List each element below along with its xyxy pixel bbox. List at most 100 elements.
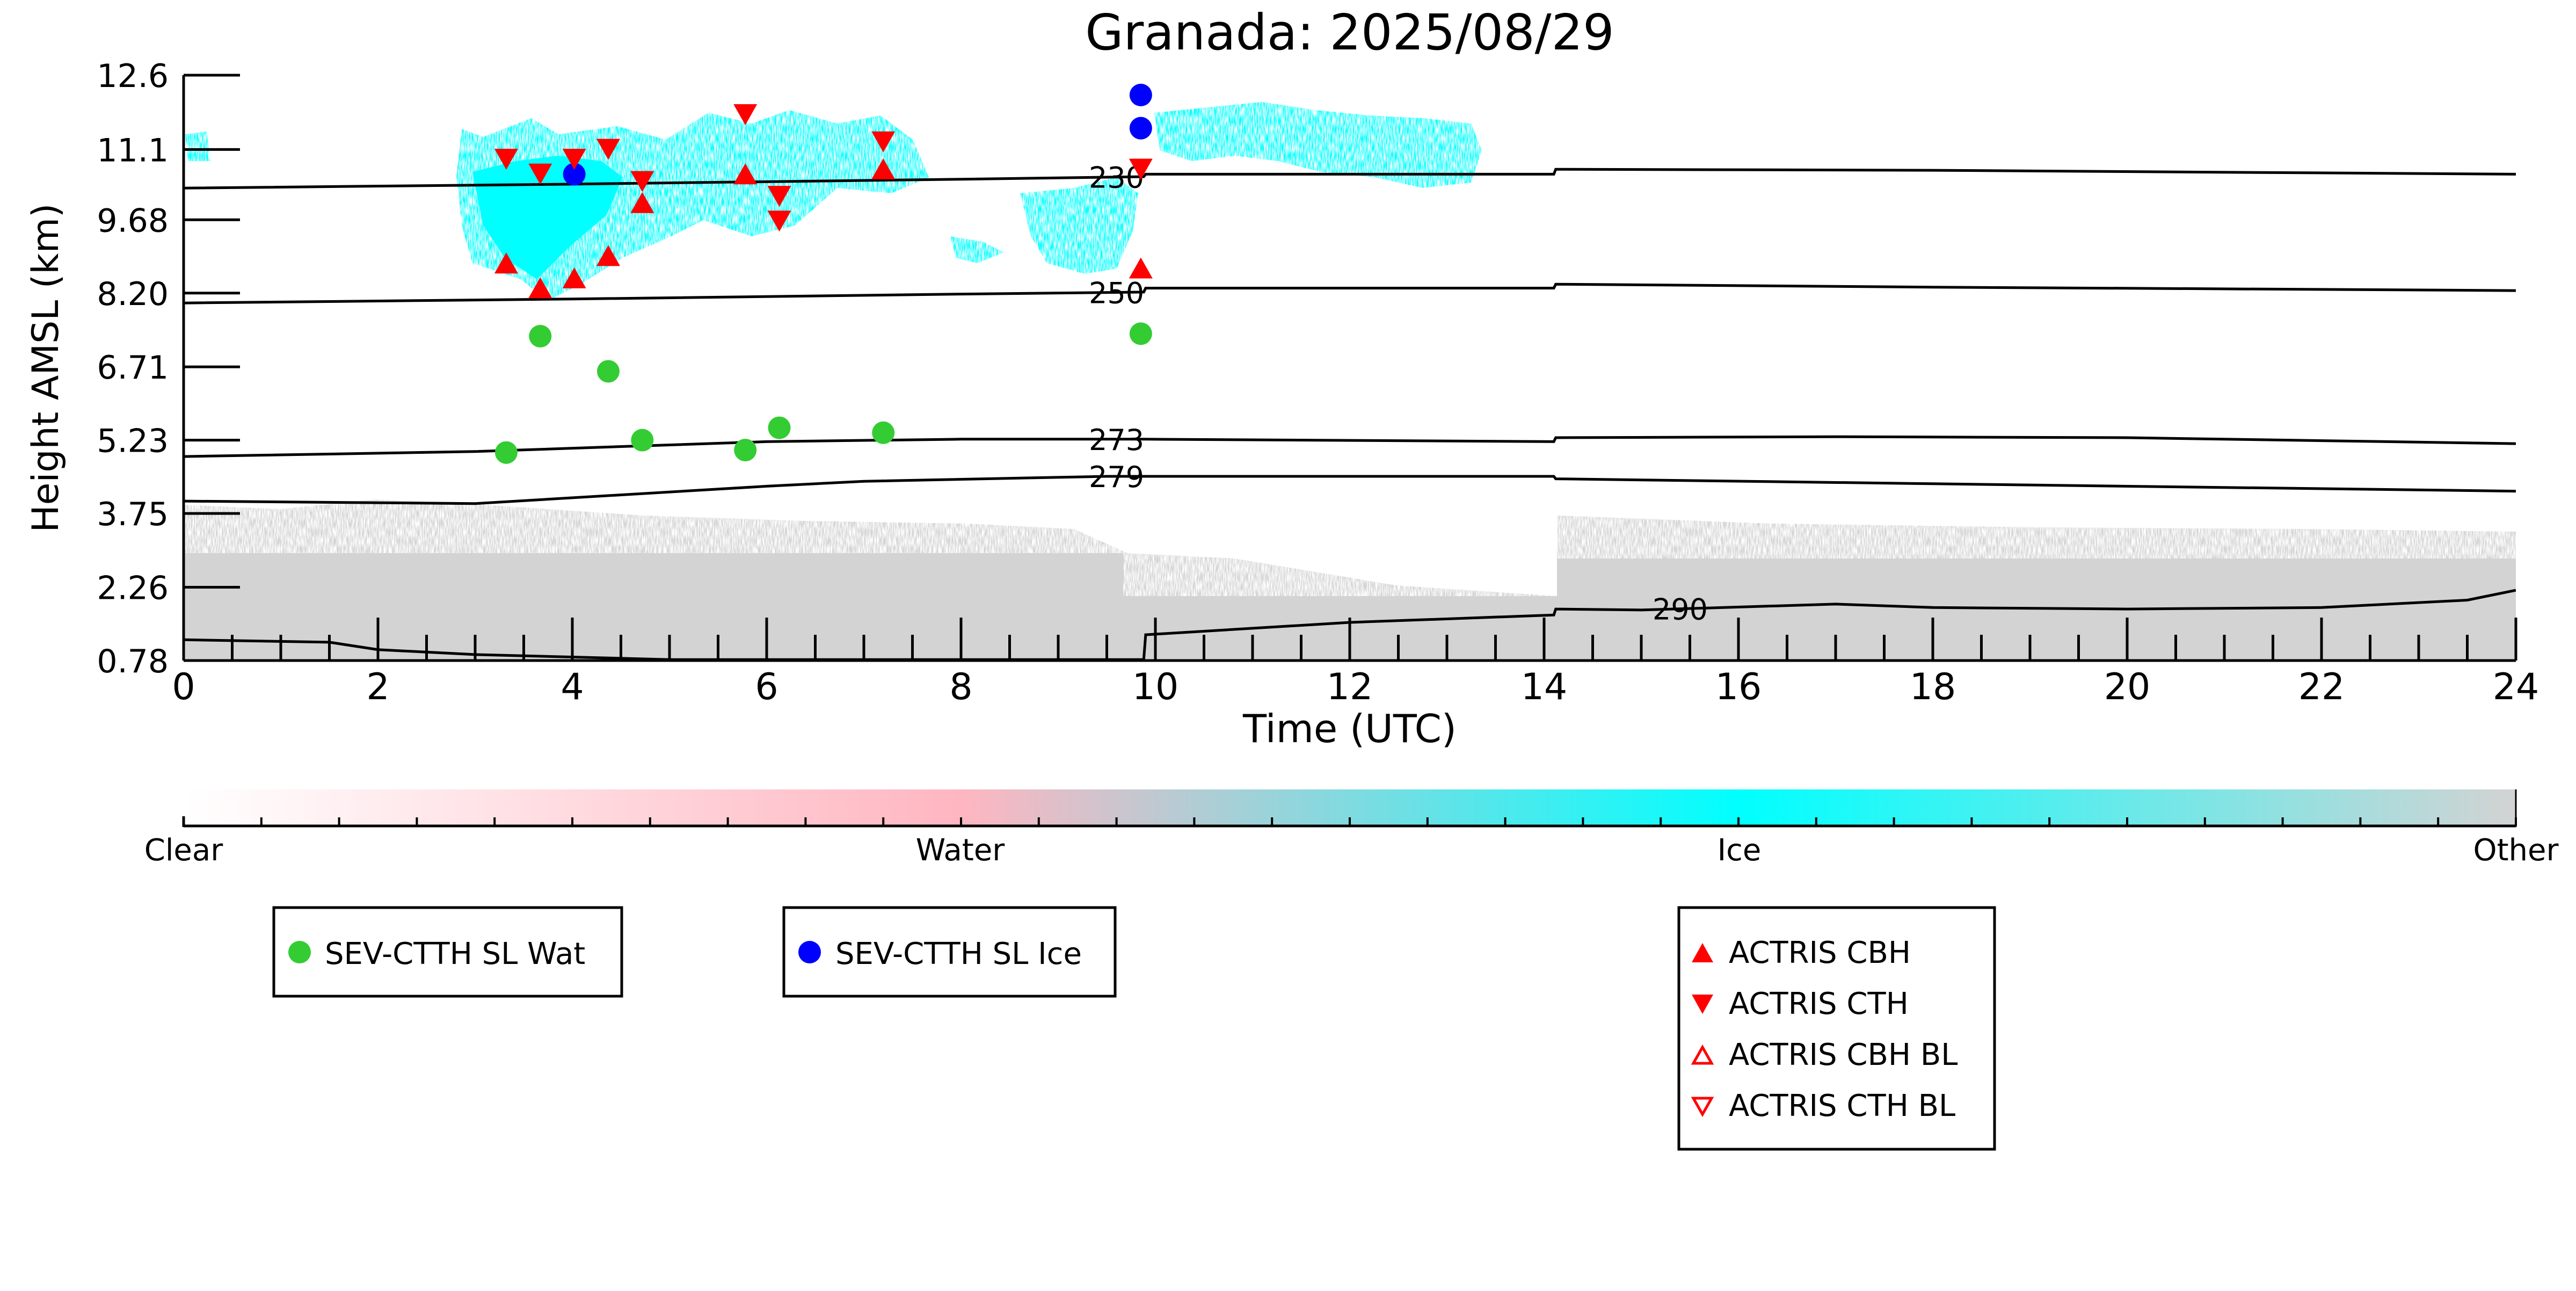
marker-actris-cth	[630, 171, 654, 192]
y-tick-label: 2.26	[97, 570, 169, 607]
y-tick-label: 11.1	[97, 132, 169, 169]
isotherm-label-250: 250	[1089, 276, 1144, 310]
legend-label-sev-wat: SEV-CTTH SL Wat	[325, 937, 585, 971]
legend-actris: ACTRIS CBH ACTRIS CTH ACTRIS CBH BL ACTR…	[1677, 906, 1996, 1151]
marker-sev-ctth-sl-ice	[1129, 83, 1152, 106]
marker-actris-cbh	[596, 245, 620, 266]
isotherm-line-273	[184, 435, 2516, 458]
marker-actris-cth	[767, 211, 791, 232]
legend-box	[272, 906, 623, 998]
y-axis-label: Height AMSL (km)	[25, 204, 67, 533]
marker-actris-cbh	[494, 252, 518, 274]
isotherm-line-230	[184, 168, 2516, 190]
legend-marker-sev-wat	[288, 941, 311, 963]
marker-actris-cth	[494, 149, 518, 170]
x-tick-label: 14	[1521, 666, 1568, 708]
marker-actris-cth	[562, 149, 586, 170]
marker-actris-cth	[528, 163, 552, 185]
y-tick-label: 0.78	[97, 643, 169, 680]
chart-title: Granada: 2025/08/29	[1085, 4, 1614, 61]
marker-actris-cth	[733, 104, 758, 126]
colorbar: Clear Water Ice Other	[144, 789, 2559, 868]
y-tick-label: 5.23	[97, 423, 169, 460]
x-tick-label: 8	[949, 666, 972, 708]
marker-sev-ctth-sl-wat	[734, 439, 757, 462]
marker-sev-ctth-sl-wat	[1129, 322, 1152, 345]
marker-sev-ctth-sl-wat	[768, 416, 791, 439]
x-tick-label: 10	[1132, 666, 1179, 708]
legend-marker-cbh	[1692, 943, 1713, 962]
y-tick-label: 8.20	[97, 275, 169, 313]
marker-actris-cth	[1129, 158, 1153, 180]
x-tick-label: 6	[755, 666, 778, 708]
x-tick-label: 12	[1327, 666, 1373, 708]
ice-class-region	[185, 102, 1482, 301]
legend-sev-wat: SEV-CTTH SL Wat	[272, 906, 623, 998]
legend-sev-ice: SEV-CTTH SL Ice	[782, 906, 1117, 998]
marker-sev-ctth-sl-wat	[872, 421, 895, 444]
marker-actris-cbh	[528, 277, 552, 299]
marker-sev-ctth-sl-ice	[1129, 117, 1152, 140]
legend-box	[1677, 906, 1996, 1151]
x-ticks: 0 2 4 6 8 10 12 14 16 18 20 22 24	[172, 618, 2539, 708]
isotherm-layer	[184, 168, 2516, 661]
x-tick-label: 20	[2104, 666, 2151, 708]
ice-region-core	[472, 156, 623, 279]
other-region-solid-mid	[1123, 596, 1558, 661]
legend-label-cth-bl: ACTRIS CTH BL	[1729, 1089, 1955, 1123]
marker-actris-cbh	[630, 192, 654, 213]
marker-actris-cbh	[871, 158, 896, 180]
y-tick-label: 6.71	[97, 349, 169, 387]
marker-sev-ctth-sl-wat	[494, 441, 518, 464]
isotherm-line-290	[184, 589, 2516, 661]
other-class-region	[184, 499, 2516, 661]
x-tick-label: 4	[561, 666, 584, 708]
isotherm-line-250	[184, 282, 2516, 304]
other-region-solid-left	[184, 553, 1123, 661]
legend-label-cth: ACTRIS CTH	[1729, 987, 1909, 1021]
marker-actris-cbh	[733, 163, 758, 185]
marker-layer	[494, 83, 1153, 464]
colorbar-label-clear: Clear	[144, 833, 223, 868]
marker-sev-ctth-sl-wat	[529, 324, 552, 347]
y-tick-label: 9.68	[97, 202, 169, 240]
legend-marker-cbh-bl	[1691, 1044, 1714, 1065]
ice-region-mid	[950, 177, 1138, 274]
colorbar-ticks	[183, 817, 2517, 826]
marker-sev-ctth-sl-wat	[631, 429, 654, 452]
colorbar-label-ice: Ice	[1718, 833, 1762, 868]
marker-actris-cth	[871, 131, 896, 153]
isotherm-label-279: 279	[1089, 460, 1144, 494]
y-tick-label: 3.75	[97, 496, 169, 533]
marker-actris-cth	[596, 139, 620, 160]
legend-box	[782, 906, 1117, 998]
isotherm-label-273: 273	[1089, 423, 1144, 457]
colorbar-labels: Clear Water Ice Other	[144, 833, 2559, 868]
y-tick-label: 12.6	[97, 57, 169, 95]
marker-sev-ctth-sl-wat	[596, 360, 620, 383]
legend-label-sev-ice: SEV-CTTH SL Ice	[835, 937, 1082, 971]
marker-actris-cth	[767, 186, 791, 207]
marker-actris-cbh	[562, 267, 586, 288]
legend-label-cbh: ACTRIS CBH	[1729, 935, 1911, 970]
x-tick-label: 24	[2493, 666, 2539, 708]
y-ticks: 0.78 2.26 3.75 5.23 6.71 8.20 9.68 11.1 12.6	[97, 57, 240, 680]
isotherm-label-290: 290	[1653, 593, 1708, 627]
x-tick-label: 22	[2298, 666, 2345, 708]
legend-marker-cth	[1692, 995, 1713, 1014]
x-axis-label: Time (UTC)	[1242, 706, 1457, 751]
marker-sev-ctth-sl-ice	[563, 163, 586, 186]
legend-label-cbh-bl: ACTRIS CBH BL	[1729, 1038, 1958, 1072]
isotherm-line-279	[184, 475, 2516, 505]
legend-marker-cth-bl	[1691, 1097, 1714, 1118]
colorbar-label-water: Water	[916, 833, 1006, 868]
colorbar-label-other: Other	[2473, 833, 2559, 868]
ice-region-far-left	[185, 132, 210, 161]
legend-marker-sev-ice	[798, 941, 821, 963]
x-tick-label: 0	[172, 666, 195, 708]
x-tick-label: 18	[1910, 666, 1956, 708]
marker-actris-cbh	[1129, 257, 1153, 279]
x-tick-label: 2	[366, 666, 389, 708]
